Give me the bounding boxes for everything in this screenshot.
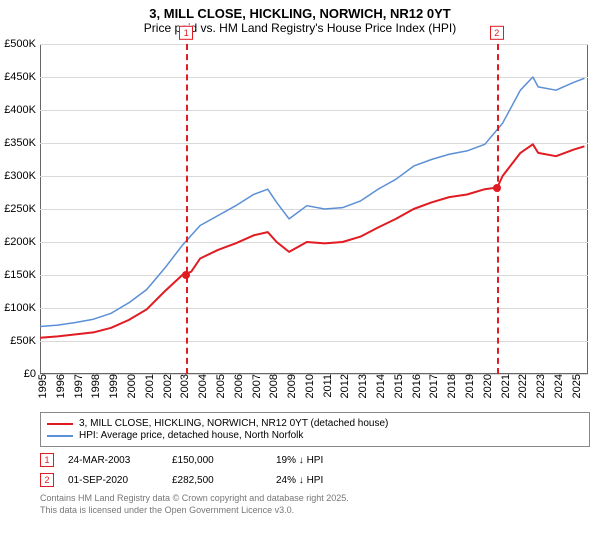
- event-dot: [182, 271, 190, 279]
- x-tick-label: 2001: [144, 374, 156, 398]
- x-tick-label: 2010: [304, 374, 316, 398]
- x-tick-label: 1999: [108, 374, 120, 398]
- x-tick-label: 2004: [197, 374, 209, 398]
- footnote-line: Contains HM Land Registry data © Crown c…: [40, 493, 590, 505]
- x-tick-label: 1997: [73, 374, 85, 398]
- x-tick-label: 2014: [375, 374, 387, 398]
- x-tick-label: 1996: [55, 374, 67, 398]
- y-tick-label: £350K: [4, 137, 40, 149]
- event-price: £282,500: [172, 475, 262, 486]
- x-tick-label: 2019: [464, 374, 476, 398]
- y-tick-label: £450K: [4, 71, 40, 83]
- x-tick-label: 2002: [162, 374, 174, 398]
- chart-area: £0£50K£100K£150K£200K£250K£300K£350K£400…: [40, 44, 588, 374]
- series-hpi: [40, 77, 584, 326]
- x-tick-label: 2020: [482, 374, 494, 398]
- x-tick-label: 2009: [286, 374, 298, 398]
- event-line: [186, 44, 188, 374]
- x-tick-label: 2005: [215, 374, 227, 398]
- event-price: £150,000: [172, 455, 262, 466]
- series-paid: [40, 144, 584, 337]
- legend-swatch: [47, 435, 73, 437]
- x-tick-label: 2006: [233, 374, 245, 398]
- y-tick-label: £250K: [4, 203, 40, 215]
- event-date: 24-MAR-2003: [68, 455, 158, 466]
- x-tick-label: 2018: [446, 374, 458, 398]
- chart-title: 3, MILL CLOSE, HICKLING, NORWICH, NR12 0…: [0, 6, 600, 21]
- legend: 3, MILL CLOSE, HICKLING, NORWICH, NR12 0…: [40, 412, 590, 447]
- x-tick-label: 2013: [357, 374, 369, 398]
- x-tick-label: 2011: [322, 374, 334, 398]
- legend-item: 3, MILL CLOSE, HICKLING, NORWICH, NR12 0…: [47, 418, 583, 429]
- x-tick-label: 2024: [553, 374, 565, 398]
- legend-swatch: [47, 423, 73, 425]
- x-tick-label: 2007: [251, 374, 263, 398]
- y-tick-label: £50K: [10, 335, 40, 347]
- x-tick-label: 2023: [535, 374, 547, 398]
- x-tick-label: 2008: [268, 374, 280, 398]
- event-delta: 19% ↓ HPI: [276, 455, 366, 466]
- x-tick-label: 2015: [393, 374, 405, 398]
- event-number-icon: 1: [40, 453, 54, 467]
- y-tick-label: £150K: [4, 269, 40, 281]
- event-dot: [493, 184, 501, 192]
- event-number-icon: 2: [40, 473, 54, 487]
- x-tick-label: 2003: [179, 374, 191, 398]
- x-tick-label: 1995: [37, 374, 49, 398]
- y-tick-label: £200K: [4, 236, 40, 248]
- legend-label: 3, MILL CLOSE, HICKLING, NORWICH, NR12 0…: [79, 418, 388, 429]
- event-date: 01-SEP-2020: [68, 475, 158, 486]
- legend-label: HPI: Average price, detached house, Nort…: [79, 430, 303, 441]
- x-tick-label: 2017: [428, 374, 440, 398]
- footnote: Contains HM Land Registry data © Crown c…: [40, 493, 590, 516]
- y-tick-label: £500K: [4, 38, 40, 50]
- chart-subtitle: Price paid vs. HM Land Registry's House …: [0, 21, 600, 35]
- x-tick-label: 2000: [126, 374, 138, 398]
- event-list: 1 24-MAR-2003 £150,000 19% ↓ HPI 2 01-SEP-202…: [40, 453, 590, 487]
- event-delta: 24% ↓ HPI: [276, 475, 366, 486]
- event-marker: 1: [179, 26, 193, 40]
- legend-item: HPI: Average price, detached house, Nort…: [47, 430, 583, 441]
- y-tick-label: £300K: [4, 170, 40, 182]
- y-tick-label: £400K: [4, 104, 40, 116]
- event-line: [497, 44, 499, 374]
- x-tick-label: 2022: [517, 374, 529, 398]
- x-tick-label: 1998: [90, 374, 102, 398]
- series-svg: [40, 44, 588, 374]
- event-marker: 2: [490, 26, 504, 40]
- x-tick-label: 2025: [571, 374, 583, 398]
- x-tick-label: 2012: [339, 374, 351, 398]
- x-tick-label: 2021: [500, 374, 512, 398]
- y-tick-label: £100K: [4, 302, 40, 314]
- event-row: 1 24-MAR-2003 £150,000 19% ↓ HPI: [40, 453, 590, 467]
- x-tick-label: 2016: [411, 374, 423, 398]
- event-row: 2 01-SEP-2020 £282,500 24% ↓ HPI: [40, 473, 590, 487]
- footnote-line: This data is licensed under the Open Gov…: [40, 505, 590, 517]
